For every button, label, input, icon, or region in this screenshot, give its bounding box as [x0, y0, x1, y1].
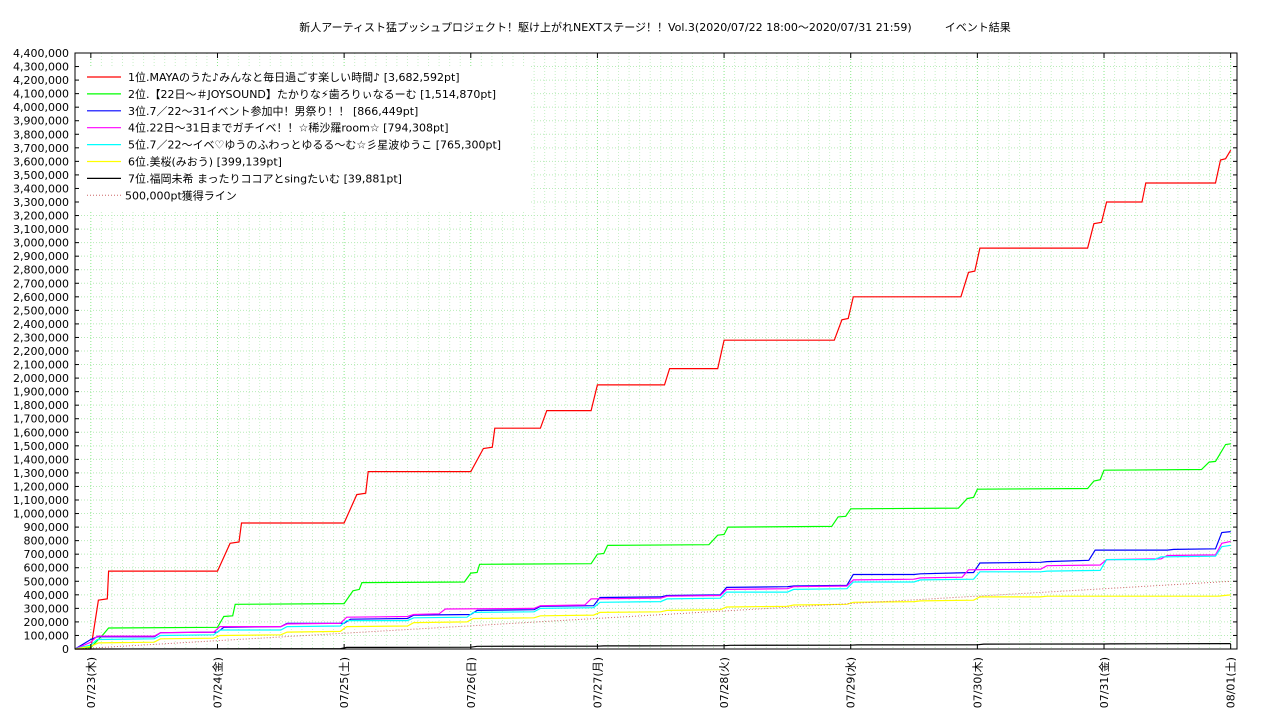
legend-label: 500,000pt獲得ライン — [125, 189, 237, 202]
y-tick-label: 3,600,000 — [13, 155, 69, 168]
y-tick-label: 3,900,000 — [13, 115, 69, 128]
y-tick-label: 300,000 — [24, 602, 70, 615]
x-tick-label: 07/31(金) — [1097, 657, 1111, 708]
series-line-1 — [75, 149, 1232, 650]
y-tick-label: 1,000,000 — [13, 508, 69, 521]
chart-title: 新人アーティスト猛プッシュプロジェクト！駆け上がれNEXTステージ！！Vol.3… — [299, 21, 1011, 34]
series-line-8 — [74, 580, 1231, 650]
y-tick-label: 100,000 — [24, 629, 70, 642]
y-tick-label: 0 — [62, 643, 69, 656]
y-tick-label: 3,800,000 — [13, 128, 69, 141]
y-tick-label: 500,000 — [24, 575, 70, 588]
y-tick-label: 2,900,000 — [13, 250, 69, 263]
y-tick-label: 3,400,000 — [13, 182, 69, 195]
y-tick-label: 3,500,000 — [13, 169, 69, 182]
y-tick-label: 4,200,000 — [13, 74, 69, 87]
legend-label: 6位.美桜(みおう) [399,139pt] — [128, 155, 282, 169]
legend: 1位.MAYAのうた♪みんなと毎日過ごす楽しい時間♪ [3,682,592pt]… — [80, 66, 530, 210]
y-tick-label: 4,100,000 — [13, 88, 69, 101]
y-tick-label: 2,300,000 — [13, 331, 69, 344]
y-tick-label: 2,100,000 — [13, 359, 69, 372]
series-line-7 — [75, 642, 1231, 650]
y-tick-label: 2,400,000 — [13, 318, 69, 331]
y-tick-label: 600,000 — [24, 562, 70, 575]
series-lines — [74, 149, 1232, 650]
axes: 0100,000200,000300,000400,000500,000600,… — [13, 47, 1238, 708]
y-tick-label: 4,000,000 — [13, 101, 69, 114]
y-tick-label: 700,000 — [24, 548, 70, 561]
y-tick-label: 3,700,000 — [13, 142, 69, 155]
legend-label: 4位.22日〜31日までガチイベ！！☆稀沙羅room☆ [794,308pt] — [128, 121, 449, 135]
y-tick-label: 1,400,000 — [13, 453, 69, 466]
y-tick-label: 4,400,000 — [13, 47, 69, 60]
series-line-4 — [74, 540, 1231, 650]
x-tick-label: 07/25(土) — [338, 657, 351, 708]
legend-label: 2位.【22日〜＃JOYSOUND】たかりな⚡歯ろりぃなるーむ [1,514,8… — [128, 87, 496, 101]
y-tick-label: 900,000 — [24, 521, 70, 534]
y-tick-label: 2,000,000 — [13, 372, 69, 385]
x-tick-label: 07/23(木) — [85, 657, 98, 708]
y-tick-label: 200,000 — [24, 616, 70, 629]
legend-box — [80, 66, 530, 210]
y-tick-label: 400,000 — [24, 589, 70, 602]
series-line-3 — [74, 531, 1231, 650]
y-tick-label: 3,200,000 — [13, 210, 69, 223]
x-tick-label: 07/30(木) — [971, 657, 984, 708]
y-tick-label: 1,600,000 — [13, 426, 69, 439]
y-tick-label: 2,800,000 — [13, 264, 69, 277]
y-tick-label: 1,200,000 — [13, 480, 69, 493]
series-line-6 — [74, 594, 1231, 650]
y-tick-label: 2,600,000 — [13, 291, 69, 304]
y-tick-label: 4,300,000 — [13, 61, 69, 74]
y-tick-label: 1,900,000 — [13, 386, 69, 399]
x-tick-label: 07/29(水) — [845, 657, 858, 708]
x-tick-label: 07/26(日) — [465, 657, 478, 708]
legend-label: 1位.MAYAのうた♪みんなと毎日過ごす楽しい時間♪ [3,682,592pt] — [128, 70, 460, 84]
y-tick-label: 1,500,000 — [13, 440, 69, 453]
y-tick-label: 1,800,000 — [13, 399, 69, 412]
y-tick-label: 3,300,000 — [13, 196, 69, 209]
y-tick-label: 3,100,000 — [13, 223, 69, 236]
x-tick-label: 07/24(金) — [210, 657, 224, 708]
y-tick-label: 800,000 — [24, 535, 70, 548]
x-tick-label: 08/01(土) — [1225, 657, 1238, 708]
x-tick-label: 07/28(火) — [718, 657, 731, 708]
y-tick-label: 2,700,000 — [13, 277, 69, 290]
y-tick-label: 3,000,000 — [13, 237, 69, 250]
series-line-5 — [74, 544, 1231, 650]
series-line-2 — [74, 443, 1231, 650]
y-tick-label: 1,100,000 — [13, 494, 69, 507]
y-tick-label: 1,300,000 — [13, 467, 69, 480]
y-tick-label: 2,500,000 — [13, 304, 69, 317]
legend-label: 3位.7／22〜31イベント参加中！男祭り！！ [866,449pt] — [128, 104, 418, 118]
legend-label: 7位.福岡未希 まったりココアとsingたいむ [39,881pt] — [128, 171, 402, 185]
y-tick-label: 2,200,000 — [13, 345, 69, 358]
legend-label: 5位.7／22〜イベ♡ゆうのふわっとゆるる〜む☆彡星波ゆうこ [765,300p… — [128, 138, 501, 152]
y-tick-label: 1,700,000 — [13, 413, 69, 426]
x-tick-label: 07/27(月) — [591, 657, 604, 708]
